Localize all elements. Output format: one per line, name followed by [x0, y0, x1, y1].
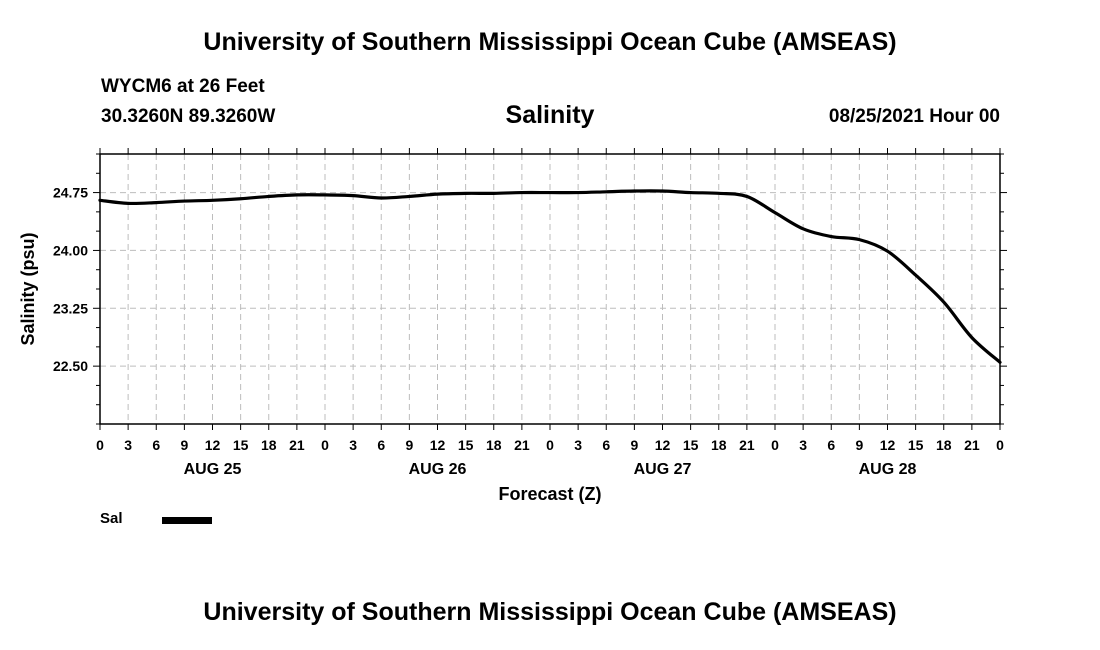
series-line-sal [98, 189, 1002, 364]
x-tick-label: 18 [936, 437, 952, 453]
x-tick-label: 15 [908, 437, 924, 453]
x-tick-label: 9 [180, 437, 188, 453]
x-tick-label: 21 [289, 437, 305, 453]
footer-title: University of Southern Mississippi Ocean… [203, 598, 897, 626]
x-tick-label: 12 [880, 437, 896, 453]
x-tick-label: 18 [486, 437, 502, 453]
header-title: University of Southern Mississippi Ocean… [203, 28, 897, 56]
x-tick-label: 3 [124, 437, 132, 453]
x-tick-label: 3 [349, 437, 357, 453]
y-tick-label: 22.50 [53, 358, 88, 374]
x-tick-label: 12 [205, 437, 221, 453]
x-day-label: AUG 28 [859, 461, 917, 478]
x-tick-label: 9 [405, 437, 413, 453]
x-day-label: AUG 25 [184, 461, 242, 478]
x-tick-label: 6 [152, 437, 160, 453]
legend-label: Sal [100, 510, 123, 527]
y-tick-label: 23.25 [53, 300, 88, 316]
x-tick-label: 6 [827, 437, 835, 453]
x-tick-label: 21 [514, 437, 530, 453]
x-tick-label: 0 [996, 437, 1004, 453]
chart-title: Salinity [505, 101, 595, 129]
x-tick-label: 21 [739, 437, 755, 453]
station-coordinates: 30.3260N 89.3260W [101, 106, 276, 127]
forecast-datetime: 08/25/2021 Hour 00 [828, 106, 1000, 127]
x-tick-label: 12 [655, 437, 671, 453]
x-tick-label: 0 [321, 437, 329, 453]
y-tick-label: 24.75 [53, 185, 88, 201]
x-tick-label: 0 [546, 437, 554, 453]
x-tick-label: 15 [233, 437, 249, 453]
x-tick-label: 21 [964, 437, 980, 453]
x-day-label: AUG 27 [634, 461, 692, 478]
y-tick-label: 24.00 [53, 242, 88, 258]
x-tick-label: 3 [799, 437, 807, 453]
x-tick-label: 15 [458, 437, 474, 453]
x-axis-label: Forecast (Z) [498, 484, 601, 504]
x-tick-label: 15 [683, 437, 699, 453]
x-tick-label: 9 [630, 437, 638, 453]
x-tick-label: 6 [602, 437, 610, 453]
x-day-label: AUG 26 [409, 461, 467, 478]
x-tick-label: 6 [377, 437, 385, 453]
x-tick-label: 0 [771, 437, 779, 453]
x-tick-label: 12 [430, 437, 446, 453]
x-tick-label: 0 [96, 437, 104, 453]
y-axis-label: Salinity (psu) [18, 232, 38, 345]
x-tick-label: 3 [574, 437, 582, 453]
x-tick-label: 18 [711, 437, 727, 453]
legend-swatch [162, 517, 212, 524]
x-tick-label: 18 [261, 437, 277, 453]
station-label: WYCM6 at 26 Feet [101, 76, 265, 97]
x-tick-label: 9 [855, 437, 863, 453]
